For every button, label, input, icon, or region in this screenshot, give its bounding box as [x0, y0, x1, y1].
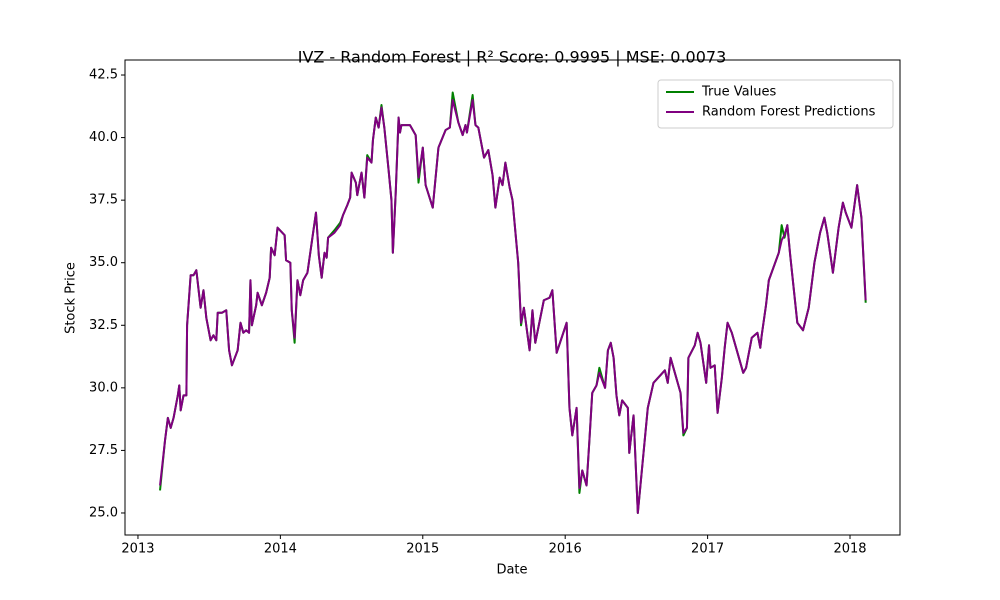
- y-tick-label: 30.0: [89, 380, 118, 395]
- y-tick-label: 25.0: [89, 505, 118, 520]
- y-axis-label: Stock Price: [64, 262, 79, 334]
- x-tick-label: 2018: [833, 542, 866, 557]
- plot-frame: [124, 59, 901, 536]
- x-tick-label: 2016: [549, 542, 582, 557]
- y-tick-label: 37.5: [89, 193, 118, 208]
- x-tick-label: 2017: [691, 542, 724, 557]
- y-tick-label: 40.0: [89, 130, 118, 145]
- y-tick-label: 32.5: [89, 318, 118, 333]
- line-series: [159, 91, 867, 514]
- y-tick-label: 42.5: [89, 68, 118, 83]
- line-series: [159, 99, 867, 514]
- legend-label: Random Forest Predictions: [702, 105, 876, 120]
- chart-title: IVZ - Random Forest | R² Score: 0.9995 |…: [298, 48, 727, 67]
- legend-label: True Values: [701, 85, 776, 100]
- x-tick-label: 2014: [264, 542, 297, 557]
- x-tick-label: 2015: [406, 542, 439, 557]
- y-tick-label: 35.0: [89, 255, 118, 270]
- x-tick-label: 2013: [121, 542, 154, 557]
- x-axis-label: Date: [496, 563, 527, 578]
- y-tick-label: 27.5: [89, 443, 118, 458]
- legend-box: [657, 79, 894, 129]
